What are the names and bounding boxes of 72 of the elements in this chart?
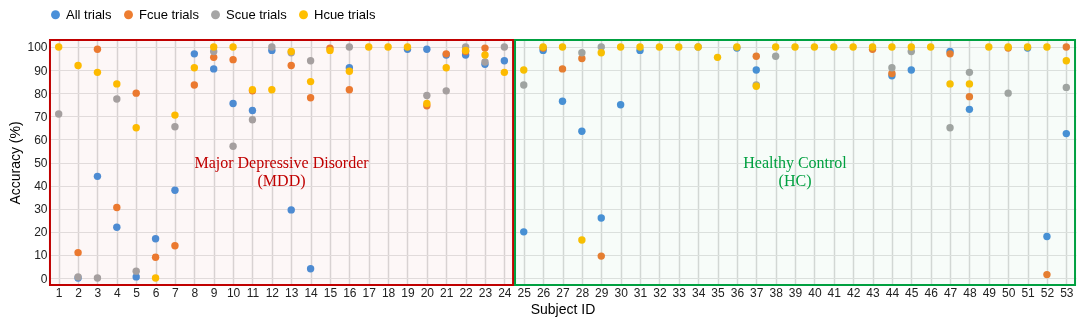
x-tick-label: 47 xyxy=(943,285,958,300)
x-tick-label: 7 xyxy=(172,285,180,300)
y-tick-label: 40 xyxy=(34,179,48,194)
x-tick-label: 33 xyxy=(672,285,687,300)
x-tick-label: 29 xyxy=(595,285,609,300)
x-tick-label: 51 xyxy=(1021,285,1036,300)
x-tick-label: 17 xyxy=(362,285,377,300)
x-tick-label: 19 xyxy=(401,285,415,300)
x-tick-label: 11 xyxy=(246,285,260,300)
y-tick-label: 60 xyxy=(34,132,48,147)
y-axis-title: Accuracy (%) xyxy=(7,121,24,205)
x-tick-label: 52 xyxy=(1040,285,1055,300)
y-tick-label: 80 xyxy=(34,86,48,101)
x-tick-label: 4 xyxy=(113,285,121,300)
y-tick-label: 10 xyxy=(34,248,48,263)
x-tick-label: 20 xyxy=(420,285,435,300)
x-tick-label: 35 xyxy=(711,285,726,300)
y-tick-label: 0 xyxy=(40,271,48,286)
x-tick-label: 46 xyxy=(924,285,939,300)
x-tick-label: 31 xyxy=(633,285,648,300)
x-tick-label: 18 xyxy=(381,285,396,300)
x-tick-label: 10 xyxy=(226,285,241,300)
y-tick-label: 30 xyxy=(34,202,48,217)
legend-label: Scue trials xyxy=(226,6,288,22)
x-tick-label: 21 xyxy=(440,285,454,300)
x-tick-label: 42 xyxy=(846,285,861,300)
x-tick-label: 48 xyxy=(963,285,977,300)
x-tick-label: 16 xyxy=(343,285,357,300)
x-tick-label: 13 xyxy=(285,285,299,300)
x-tick-label: 39 xyxy=(788,285,803,300)
x-tick-label: 24 xyxy=(498,285,512,300)
x-tick-label: 50 xyxy=(1002,285,1016,300)
x-tick-label: 49 xyxy=(982,285,997,300)
legend-label: Hcue trials xyxy=(314,6,376,22)
y-tick-label: 100 xyxy=(27,40,48,55)
y-tick-label: 50 xyxy=(34,156,48,170)
band-label: Major Depressive Disorder (MDD) xyxy=(194,153,370,190)
x-tick-label: 5 xyxy=(133,285,141,300)
x-tick-label: 28 xyxy=(575,285,590,300)
y-tick-label: 70 xyxy=(34,109,48,124)
x-tick-label: 23 xyxy=(478,285,493,300)
x-tick-label: 9 xyxy=(210,285,218,300)
x-tick-label: 37 xyxy=(750,285,764,300)
y-tick-label: 90 xyxy=(34,63,48,78)
legend-label: All trials xyxy=(66,6,113,22)
y-tick-label: 20 xyxy=(34,225,48,240)
x-tick-label: 44 xyxy=(885,285,900,300)
x-tick-label: 45 xyxy=(905,285,919,300)
x-tick-label: 27 xyxy=(556,285,570,300)
x-tick-label: 43 xyxy=(866,285,881,300)
x-tick-label: 12 xyxy=(265,285,280,300)
x-tick-label: 3 xyxy=(94,285,102,300)
x-tick-label: 32 xyxy=(653,285,667,300)
x-tick-label: 36 xyxy=(730,285,745,300)
x-tick-label: 15 xyxy=(323,285,338,300)
x-tick-label: 30 xyxy=(614,285,629,300)
x-tick-label: 34 xyxy=(691,285,706,300)
x-axis-title: Subject ID xyxy=(530,300,596,317)
band-label: Healthy Control (HC) xyxy=(743,153,848,190)
x-tick-label: 1 xyxy=(55,285,63,300)
x-tick-label: 25 xyxy=(517,285,532,300)
x-tick-label: 40 xyxy=(808,285,822,300)
x-tick-label: 53 xyxy=(1060,285,1074,300)
x-tick-label: 6 xyxy=(152,285,160,300)
x-tick-label: 2 xyxy=(75,285,83,300)
legend-label: Fcue trials xyxy=(139,6,200,22)
x-tick-label: 14 xyxy=(304,285,319,300)
x-tick-label: 41 xyxy=(827,285,842,300)
x-tick-label: 26 xyxy=(536,285,551,300)
x-tick-label: 8 xyxy=(191,285,199,300)
x-tick-label: 22 xyxy=(459,285,474,300)
x-tick-label: 38 xyxy=(769,285,784,300)
